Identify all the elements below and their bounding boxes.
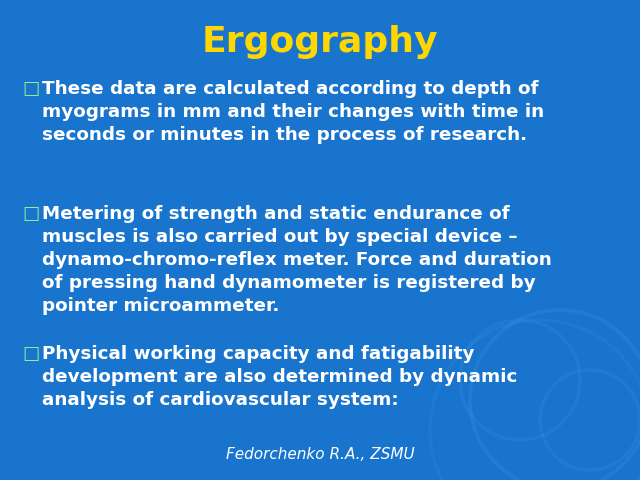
Text: □: □ [22,205,40,223]
Text: □: □ [22,345,40,363]
Text: □: □ [22,80,40,98]
Text: Fedorchenko R.A., ZSMU: Fedorchenko R.A., ZSMU [226,447,414,462]
Text: These data are calculated according to depth of
myograms in mm and their changes: These data are calculated according to d… [42,80,544,144]
Text: Physical working capacity and fatigability
development are also determined by dy: Physical working capacity and fatigabili… [42,345,517,409]
Text: Ergography: Ergography [202,25,438,59]
Text: Metering of strength and static endurance of
muscles is also carried out by spec: Metering of strength and static enduranc… [42,205,552,314]
